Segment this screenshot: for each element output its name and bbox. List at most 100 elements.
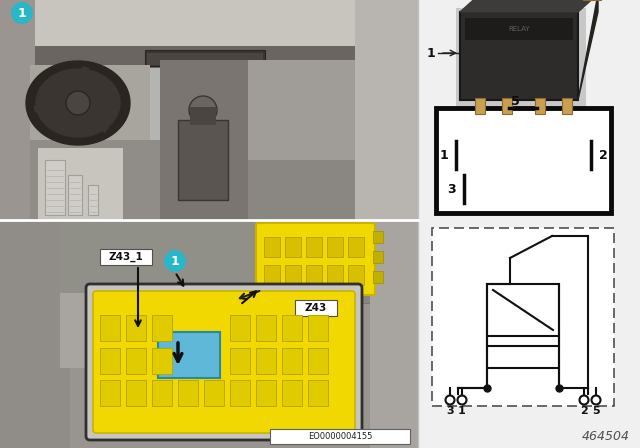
Bar [147, 53, 263, 65]
Bar [160, 60, 250, 220]
Polygon shape [460, 0, 598, 12]
Bar [190, 107, 216, 125]
Bar [230, 348, 250, 374]
Bar [126, 348, 146, 374]
Bar [230, 315, 250, 341]
Bar [282, 348, 302, 374]
Bar [30, 140, 230, 220]
Bar [126, 380, 146, 406]
Text: 5: 5 [511, 95, 520, 108]
Text: 1: 1 [171, 254, 179, 267]
Bar [152, 380, 172, 406]
Bar [60, 220, 260, 368]
Circle shape [66, 91, 90, 115]
Text: 2: 2 [580, 406, 588, 416]
Bar [264, 265, 280, 285]
Bar [456, 8, 586, 108]
Bar [0, 0, 35, 220]
Text: 1: 1 [458, 406, 466, 416]
Bar [306, 237, 322, 257]
Bar [0, 0, 418, 220]
Bar [256, 348, 276, 374]
Bar [0, 46, 418, 68]
Text: 464504: 464504 [582, 430, 630, 443]
Bar [100, 380, 120, 406]
Bar [348, 237, 364, 257]
FancyBboxPatch shape [86, 284, 362, 440]
Bar [145, 50, 265, 66]
Bar [535, 98, 545, 114]
Bar [562, 98, 572, 114]
Bar [152, 315, 172, 341]
Bar [308, 348, 328, 374]
Bar [100, 315, 120, 341]
Bar [432, 228, 614, 406]
Bar [248, 160, 418, 220]
Circle shape [164, 250, 186, 272]
Bar [100, 348, 120, 374]
Bar [465, 18, 573, 40]
Bar [30, 65, 150, 220]
Bar [45, 160, 65, 215]
Text: 3: 3 [448, 182, 456, 195]
Bar [230, 380, 250, 406]
Bar [0, 220, 418, 448]
Bar [348, 265, 364, 285]
Bar [475, 98, 485, 114]
Bar [295, 300, 337, 316]
Bar [264, 237, 280, 257]
Bar [460, 12, 578, 100]
Bar [60, 220, 260, 368]
Text: EO0000004155: EO0000004155 [308, 432, 372, 441]
Polygon shape [578, 0, 598, 100]
Bar [0, 0, 418, 48]
Text: 1: 1 [440, 148, 449, 161]
Bar [285, 237, 301, 257]
Text: 2: 2 [598, 148, 607, 161]
Bar [355, 223, 370, 303]
Bar [178, 120, 228, 200]
Bar [285, 265, 301, 285]
Bar [502, 98, 512, 114]
Bar [38, 148, 123, 220]
Bar [256, 315, 276, 341]
Polygon shape [36, 69, 120, 137]
Bar [126, 315, 146, 341]
Bar [0, 220, 70, 448]
Text: 1: 1 [426, 47, 435, 60]
FancyBboxPatch shape [256, 223, 375, 295]
Text: 5: 5 [592, 406, 600, 416]
Bar [88, 185, 98, 215]
Bar [436, 108, 611, 213]
Polygon shape [26, 61, 130, 145]
Bar [68, 175, 82, 215]
Bar [306, 265, 322, 285]
Bar [282, 380, 302, 406]
Bar [327, 237, 343, 257]
Bar [152, 348, 172, 374]
Bar [0, 220, 418, 448]
Text: 3: 3 [446, 406, 454, 416]
Bar [248, 60, 418, 220]
Bar [270, 429, 410, 444]
Bar [487, 346, 559, 368]
Bar [0, 220, 70, 448]
Bar [256, 380, 276, 406]
Bar [204, 380, 224, 406]
Bar [355, 0, 418, 220]
Text: 1: 1 [18, 7, 26, 20]
Bar [100, 249, 152, 265]
Text: Z43_1: Z43_1 [109, 252, 143, 262]
Circle shape [189, 96, 217, 124]
Text: RELAY: RELAY [508, 26, 530, 32]
Bar [487, 284, 559, 336]
Bar [418, 0, 640, 448]
Bar [373, 271, 383, 283]
Circle shape [11, 2, 33, 24]
Bar [308, 380, 328, 406]
FancyBboxPatch shape [93, 291, 355, 433]
Text: Z43: Z43 [305, 303, 327, 313]
Bar [60, 220, 420, 293]
Bar [373, 231, 383, 243]
Bar [373, 251, 383, 263]
